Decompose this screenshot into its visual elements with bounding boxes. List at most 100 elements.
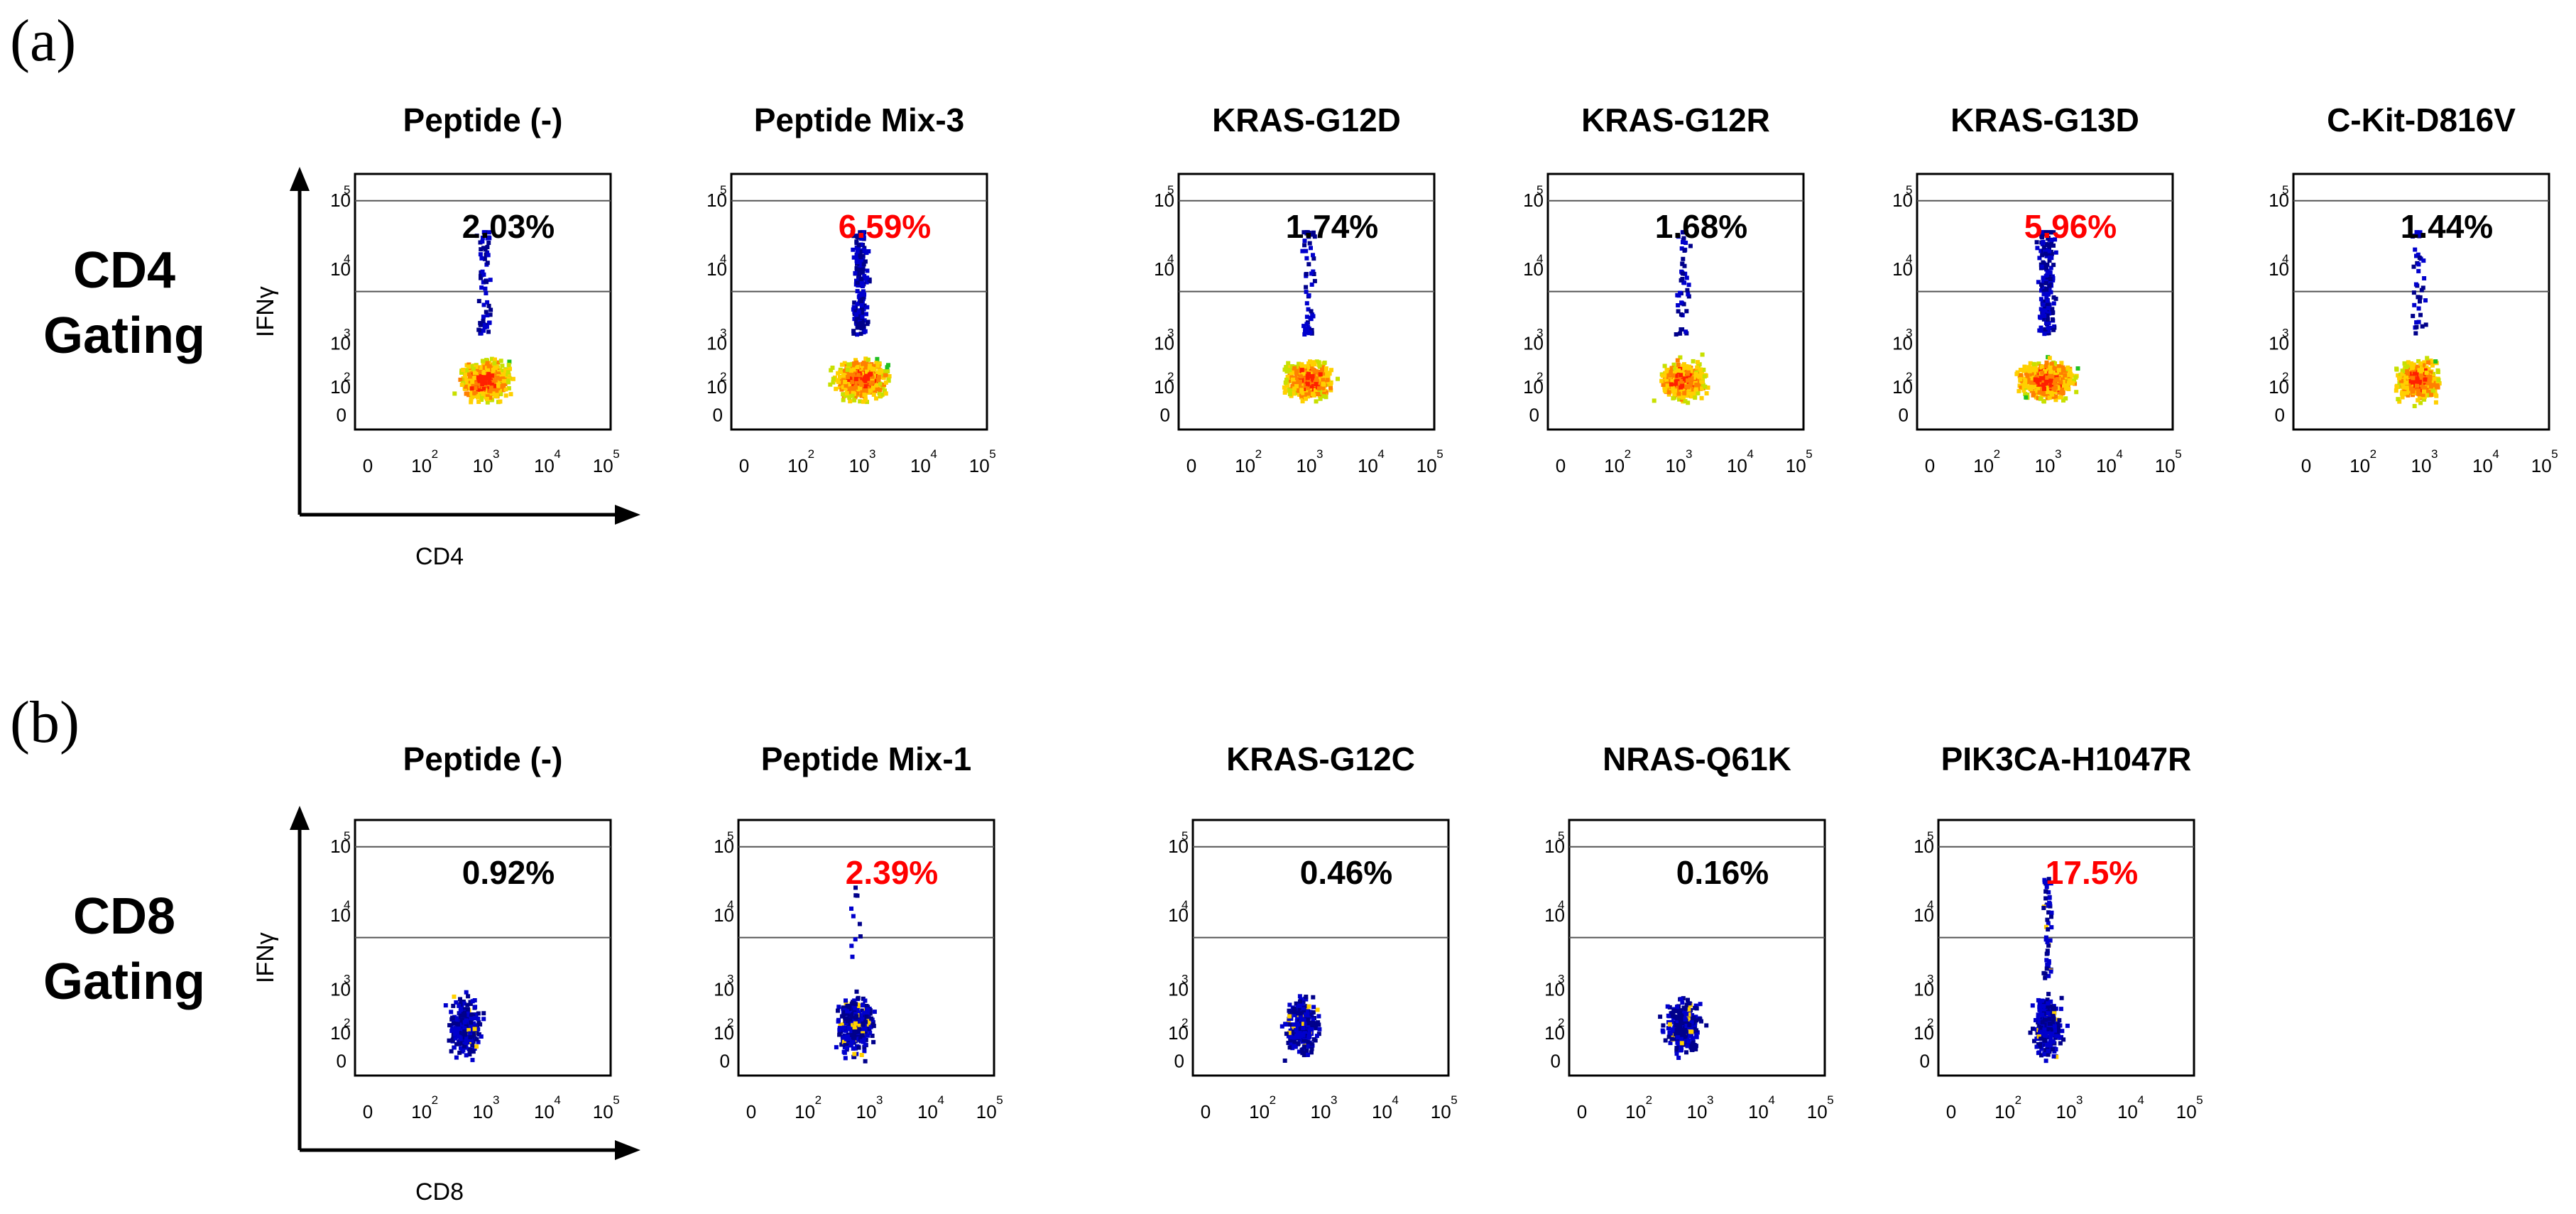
y-tick-label: 0	[713, 404, 723, 425]
event-dot	[845, 1009, 850, 1014]
event-dot	[1680, 383, 1685, 388]
event-dot	[858, 230, 863, 235]
event-dot	[458, 1006, 463, 1011]
event-dot	[2074, 390, 2079, 395]
event-dot	[1698, 367, 1703, 372]
event-dot	[469, 400, 474, 405]
event-dot	[472, 376, 477, 381]
event-dots	[443, 990, 486, 1063]
event-dot	[1311, 367, 1316, 372]
event-dot	[464, 1041, 469, 1045]
event-dot	[1321, 378, 1326, 383]
event-dot	[2416, 295, 2421, 300]
event-dot	[871, 392, 876, 397]
event-dot	[877, 368, 882, 373]
event-dot	[2047, 356, 2052, 361]
event-dot	[2051, 276, 2056, 280]
event-dot	[479, 256, 484, 261]
event-dot	[2418, 400, 2423, 405]
event-dot	[471, 366, 476, 371]
event-dot	[1307, 241, 1312, 246]
event-dot	[1309, 328, 1314, 332]
event-dot	[2430, 363, 2435, 368]
event-dot	[1663, 388, 1668, 393]
event-dot	[1691, 393, 1696, 398]
event-dot	[861, 266, 866, 271]
event-dot	[2061, 398, 2065, 403]
gate-percent: 1.74%	[1286, 208, 1378, 245]
event-dot	[2056, 364, 2061, 368]
event-dot	[841, 1013, 846, 1018]
event-dot	[2048, 369, 2053, 374]
event-dot	[466, 1007, 470, 1012]
event-dot	[506, 380, 511, 385]
event-dot	[871, 1024, 876, 1029]
event-dot	[486, 303, 491, 308]
event-dot	[470, 1058, 475, 1063]
event-dot	[2046, 317, 2050, 322]
event-dot	[1304, 272, 1309, 276]
event-dot	[2036, 280, 2041, 285]
event-dot	[2018, 368, 2023, 372]
event-dot	[472, 1016, 477, 1021]
event-dot	[2040, 328, 2045, 333]
event-dot	[1294, 1001, 1299, 1006]
event-dot	[1686, 292, 1691, 297]
y-tick-label: 103	[1523, 327, 1544, 354]
event-dot	[2042, 289, 2047, 294]
event-dot	[2402, 389, 2407, 394]
y-tick-label: 105	[2269, 183, 2289, 211]
event-dot	[880, 392, 885, 397]
event-dot	[2433, 393, 2438, 398]
event-dot	[1676, 368, 1681, 373]
event-dot	[483, 247, 488, 252]
event-dot	[1681, 236, 1686, 241]
event-dot	[858, 255, 863, 259]
event-dot	[854, 989, 859, 994]
event-dot	[1306, 331, 1311, 336]
event-dot	[2048, 279, 2053, 284]
event-dot	[2049, 383, 2053, 388]
event-dot	[480, 375, 485, 380]
event-dot	[1306, 361, 1311, 366]
event-dot	[2068, 368, 2073, 373]
y-tick-label: 103	[330, 973, 351, 1000]
event-dot	[2435, 369, 2440, 374]
event-dot	[1676, 303, 1681, 307]
event-dot	[1312, 278, 1317, 283]
x-tick-label: 103	[2411, 447, 2438, 476]
event-dot	[469, 386, 474, 391]
event-dot	[1700, 386, 1705, 391]
event-dot	[484, 324, 489, 329]
event-dot	[460, 1049, 464, 1054]
event-dot	[1688, 390, 1693, 395]
event-dot	[459, 370, 464, 375]
event-dot	[2428, 361, 2433, 366]
event-dot	[481, 302, 486, 307]
event-dot	[469, 391, 474, 396]
event-dot	[2045, 375, 2050, 380]
event-dot	[2408, 381, 2413, 386]
event-dot	[2046, 251, 2051, 256]
event-dot	[1688, 381, 1693, 386]
event-dot	[470, 395, 475, 400]
event-dot	[834, 386, 839, 391]
event-dot	[2035, 246, 2040, 251]
event-dot	[1689, 376, 1694, 381]
event-dot	[836, 1008, 840, 1013]
event-dot	[855, 289, 860, 294]
event-dot	[846, 1025, 851, 1030]
event-dot	[454, 1041, 459, 1046]
event-dot	[2046, 248, 2051, 253]
event-dot	[841, 1035, 846, 1040]
event-dot	[2418, 299, 2422, 304]
event-dot	[864, 280, 869, 285]
event-dot	[485, 245, 490, 249]
event-dot	[2061, 380, 2065, 384]
event-dot	[2061, 382, 2066, 387]
event-dot	[460, 1032, 465, 1037]
x-tick-label: 102	[411, 1093, 438, 1122]
event-dot	[848, 1022, 853, 1027]
event-dot	[2061, 385, 2065, 390]
